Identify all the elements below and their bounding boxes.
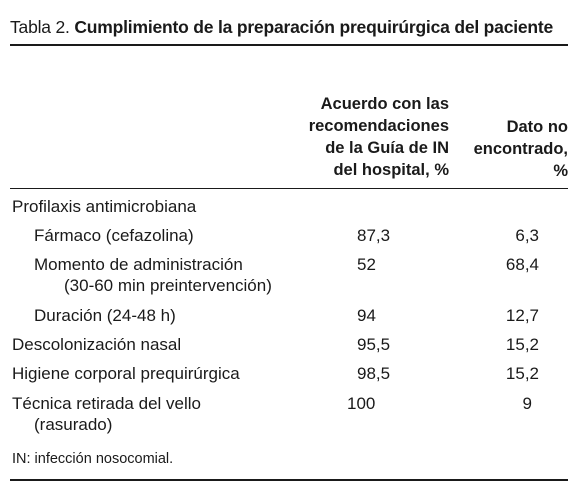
row-label-main: Momento de administración bbox=[34, 255, 243, 274]
column-header-not-found: Dato no encontrado, % bbox=[474, 116, 568, 182]
row-not-found-value: 15,2 bbox=[505, 364, 539, 383]
column-header-agreement-line: recomendaciones bbox=[308, 117, 449, 135]
row-agreement-value: 52 bbox=[357, 255, 376, 274]
column-header-agreement-line: de la Guía de IN bbox=[325, 139, 449, 157]
row-label-sub: (rasurado) bbox=[34, 415, 113, 434]
column-header-agreement-line: Acuerdo con las bbox=[320, 95, 449, 113]
row-not-found-value: 68,4 bbox=[505, 255, 539, 274]
column-header-agreement-line: del hospital, % bbox=[333, 161, 449, 179]
row-label: Higiene corporal prequirúrgica bbox=[12, 364, 240, 383]
row-label-sub: (30-60 min preintervención) bbox=[64, 276, 272, 295]
column-header-not-found-line: encontrado, bbox=[473, 140, 568, 158]
column-header-not-found-line: % bbox=[553, 162, 568, 180]
row-agreement-value: 98,5 bbox=[357, 364, 391, 383]
row-label: Fármaco (cefazolina) bbox=[34, 226, 194, 245]
row-label-main: Técnica retirada del vello bbox=[12, 394, 201, 413]
row-not-found-value: 12,7 bbox=[505, 306, 539, 325]
table-title: Tabla 2. Cumplimiento de la preparación … bbox=[10, 17, 553, 38]
top-rule bbox=[10, 44, 568, 46]
section-label: Profilaxis antimicrobiana bbox=[12, 197, 197, 216]
row-label: Técnica retirada del vello (rasurado) bbox=[12, 393, 201, 435]
table-label-prefix: Tabla 2. bbox=[10, 17, 75, 37]
row-label: Duración (24-48 h) bbox=[34, 306, 176, 325]
row-not-found-value: 15,2 bbox=[505, 335, 539, 354]
bottom-rule bbox=[10, 479, 568, 481]
column-header-not-found-line: Dato no bbox=[506, 118, 568, 136]
header-rule bbox=[10, 188, 568, 189]
row-agreement-value: 94 bbox=[357, 306, 376, 325]
row-agreement-value: 95,5 bbox=[357, 335, 391, 354]
table-title-text: Cumplimiento de la preparación prequirúr… bbox=[74, 17, 554, 37]
row-not-found-value: 6,3 bbox=[515, 226, 539, 245]
row-agreement-value: 87,3 bbox=[357, 226, 391, 245]
row-agreement-value: 100 bbox=[347, 394, 376, 413]
row-label: Momento de administración (30-60 min pre… bbox=[34, 254, 272, 296]
row-not-found-value: 9 bbox=[522, 394, 532, 413]
column-header-agreement: Acuerdo con las recomendaciones de la Gu… bbox=[309, 93, 449, 181]
row-label: Descolonización nasal bbox=[12, 335, 182, 354]
footnote: IN: infección nosocomial. bbox=[12, 451, 174, 467]
